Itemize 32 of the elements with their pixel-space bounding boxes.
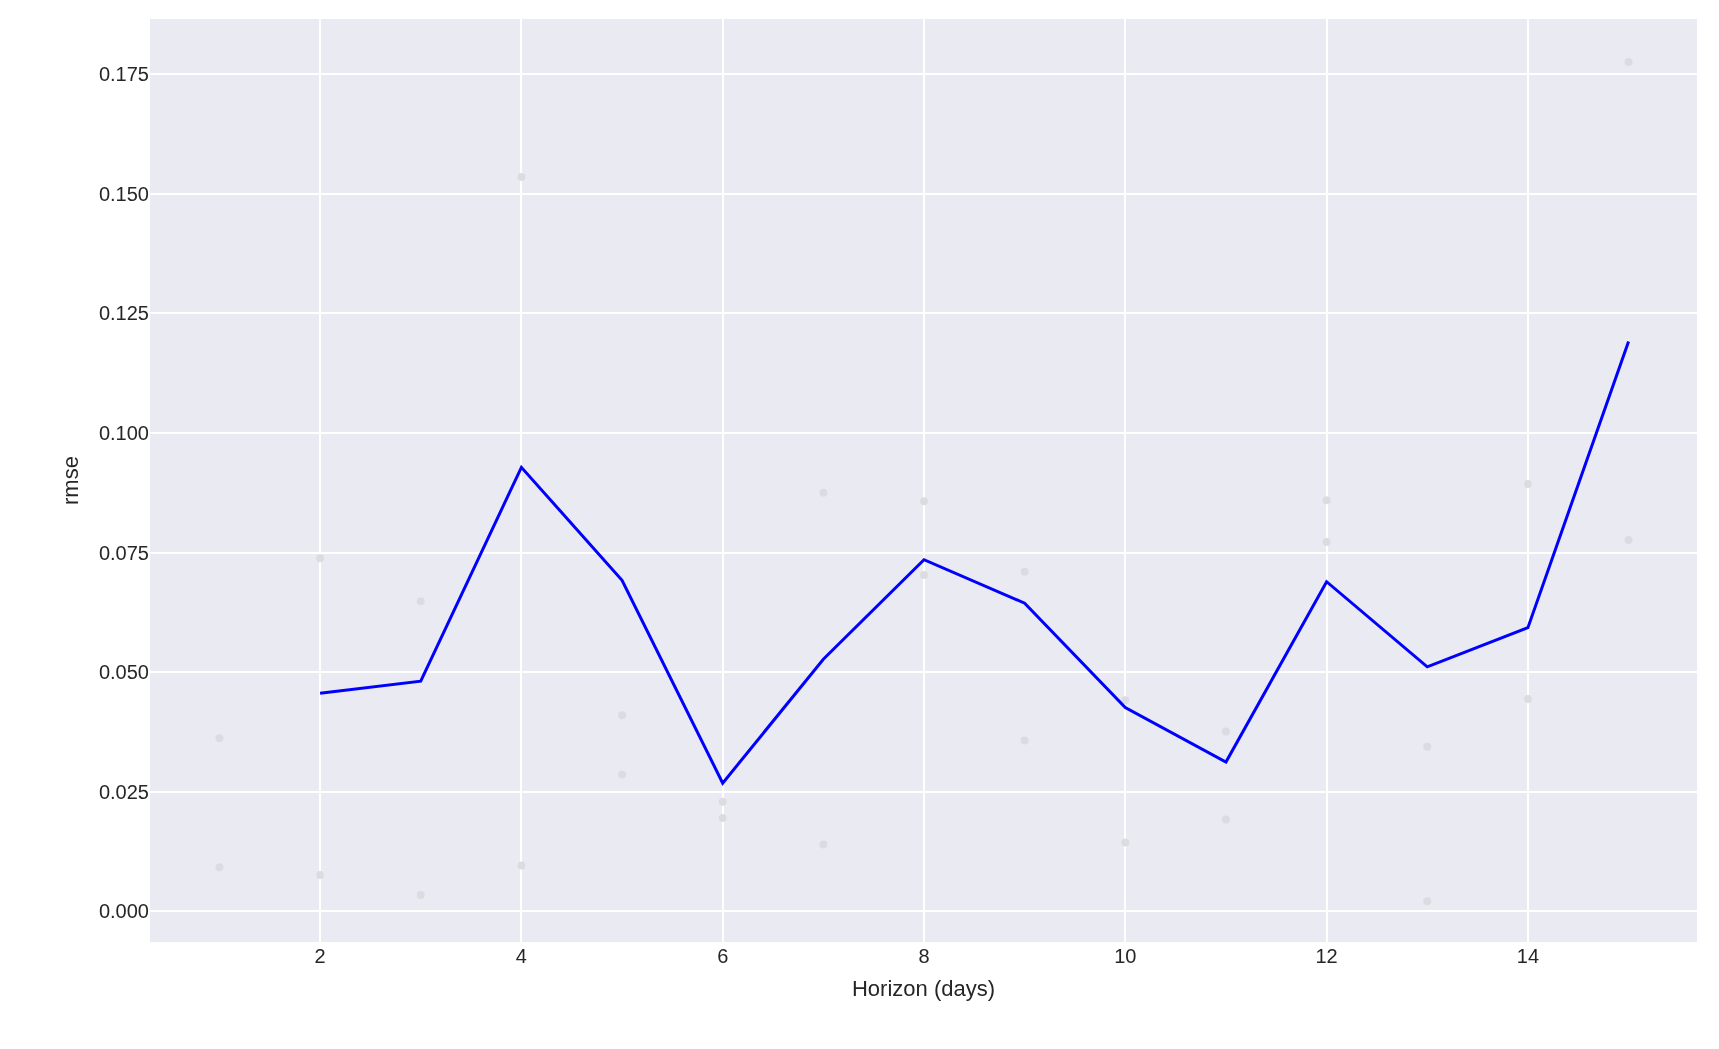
y-axis-title: rmse bbox=[57, 456, 83, 505]
x-tick-label: 10 bbox=[1114, 945, 1137, 967]
x-tick-label: 4 bbox=[515, 945, 527, 967]
x-tick-label: 12 bbox=[1315, 945, 1338, 967]
x-tick-label: 14 bbox=[1516, 945, 1540, 967]
point bbox=[920, 497, 928, 506]
x-tick-label: 6 bbox=[717, 945, 729, 967]
point bbox=[316, 871, 325, 880]
y-tick-label: 0.150 bbox=[98, 182, 149, 205]
y-tick-label: 0.100 bbox=[98, 421, 149, 444]
point bbox=[718, 814, 727, 823]
point bbox=[517, 172, 526, 181]
point bbox=[517, 861, 526, 870]
point bbox=[1322, 537, 1331, 546]
point bbox=[1523, 694, 1532, 703]
x-tick-label: 8 bbox=[918, 945, 930, 967]
y-tick-label: 0.125 bbox=[98, 302, 149, 325]
point bbox=[1121, 696, 1130, 705]
y-tick-label: 0.000 bbox=[98, 900, 149, 923]
point bbox=[1322, 496, 1331, 505]
y-tick-label: 0.075 bbox=[98, 541, 149, 564]
line-series bbox=[318, 340, 1631, 785]
x-tick-label: 2 bbox=[314, 945, 326, 967]
point bbox=[718, 797, 727, 806]
y-tick-label: 0.050 bbox=[98, 661, 149, 684]
point bbox=[920, 571, 928, 579]
y-tick-label: 0.025 bbox=[98, 780, 149, 803]
point bbox=[1121, 838, 1130, 847]
y-tick-label: 0.175 bbox=[98, 63, 149, 86]
point bbox=[1523, 480, 1532, 489]
point bbox=[316, 554, 325, 563]
x-axis-title: Horizon (days) bbox=[851, 975, 996, 1001]
